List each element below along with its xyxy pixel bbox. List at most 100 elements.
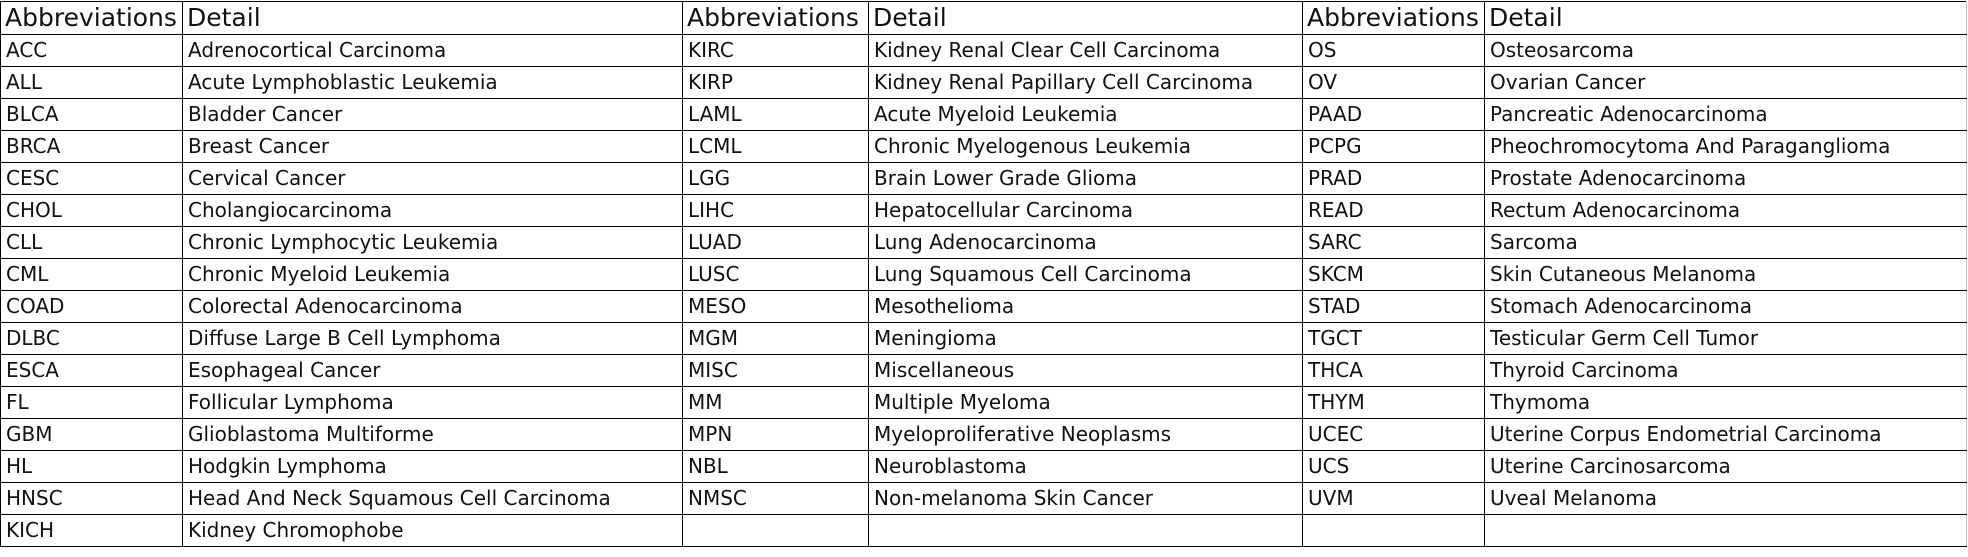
abbreviation-cell: THYM [1302, 386, 1485, 419]
abbreviation-cell: MGM [682, 322, 869, 355]
detail-cell: Rectum Adenocarcinoma [1484, 194, 1967, 227]
detail-cell: Hepatocellular Carcinoma [868, 194, 1303, 227]
abbreviation-cell: KICH [0, 514, 183, 547]
detail-cell: Breast Cancer [182, 130, 683, 163]
detail-cell: Esophageal Cancer [182, 354, 683, 387]
detail-cell: Cholangiocarcinoma [182, 194, 683, 227]
abbreviation-cell: NMSC [682, 482, 869, 515]
detail-cell: Myeloproliferative Neoplasms [868, 418, 1303, 451]
detail-cell: Acute Lymphoblastic Leukemia [182, 66, 683, 99]
detail-cell: Colorectal Adenocarcinoma [182, 290, 683, 323]
detail-cell: Follicular Lymphoma [182, 386, 683, 419]
detail-cell: Pheochromocytoma And Paraganglioma [1484, 130, 1967, 163]
abbreviation-cell: LIHC [682, 194, 869, 227]
column-header-detail: Detail [868, 1, 1303, 35]
detail-cell: Diffuse Large B Cell Lymphoma [182, 322, 683, 355]
abbreviation-cell: UVM [1302, 482, 1485, 515]
abbreviation-cell: ACC [0, 34, 183, 67]
detail-cell: Stomach Adenocarcinoma [1484, 290, 1967, 323]
column-header-abbreviations: Abbreviations [0, 1, 183, 35]
detail-cell: Kidney Renal Clear Cell Carcinoma [868, 34, 1303, 67]
column-header-detail: Detail [182, 1, 683, 35]
table-row: FL Follicular Lymphoma MM Multiple Myeloma T… [0, 386, 1967, 419]
detail-cell: Testicular Germ Cell Tumor [1484, 322, 1967, 355]
abbreviation-cell: THCA [1302, 354, 1485, 387]
detail-cell: Acute Myeloid Leukemia [868, 98, 1303, 131]
detail-cell: Non-melanoma Skin Cancer [868, 482, 1303, 515]
detail-cell: Thymoma [1484, 386, 1967, 419]
abbreviation-cell: CLL [0, 226, 183, 259]
detail-cell [1484, 514, 1967, 547]
table-row: BRCA Breast Cancer LCML Chronic Myelogenous… [0, 130, 1967, 163]
abbreviation-cell: OV [1302, 66, 1485, 99]
column-header-detail: Detail [1484, 1, 1967, 35]
table-row: CML Chronic Myeloid Leukemia LUSC Lung Squa… [0, 258, 1967, 291]
abbreviation-cell: MPN [682, 418, 869, 451]
detail-cell: Lung Squamous Cell Carcinoma [868, 258, 1303, 291]
detail-cell: Multiple Myeloma [868, 386, 1303, 419]
detail-cell [868, 514, 1303, 547]
abbreviation-cell: PRAD [1302, 162, 1485, 195]
detail-cell: Hodgkin Lymphoma [182, 450, 683, 483]
abbreviation-cell: PCPG [1302, 130, 1485, 163]
abbreviation-cell: OS [1302, 34, 1485, 67]
abbreviation-cell: CESC [0, 162, 183, 195]
abbreviation-cell: ESCA [0, 354, 183, 387]
abbreviation-cell: SARC [1302, 226, 1485, 259]
abbreviation-cell: CML [0, 258, 183, 291]
abbreviation-cell: HL [0, 450, 183, 483]
detail-cell: Ovarian Cancer [1484, 66, 1967, 99]
abbreviation-cell: NBL [682, 450, 869, 483]
abbreviation-cell: HNSC [0, 482, 183, 515]
abbreviation-cell: UCEC [1302, 418, 1485, 451]
detail-cell: Lung Adenocarcinoma [868, 226, 1303, 259]
detail-cell: Chronic Myeloid Leukemia [182, 258, 683, 291]
detail-cell: Osteosarcoma [1484, 34, 1967, 67]
detail-cell: Uterine Carcinosarcoma [1484, 450, 1967, 483]
abbreviation-cell: LGG [682, 162, 869, 195]
detail-cell: Skin Cutaneous Melanoma [1484, 258, 1967, 291]
detail-cell: Kidney Renal Papillary Cell Carcinoma [868, 66, 1303, 99]
table-row: ALL Acute Lymphoblastic Leukemia KIRP Kidne… [0, 66, 1967, 99]
detail-cell: Pancreatic Adenocarcinoma [1484, 98, 1967, 131]
abbreviation-cell: BRCA [0, 130, 183, 163]
detail-cell: Neuroblastoma [868, 450, 1303, 483]
abbreviation-cell [682, 514, 869, 547]
abbreviation-cell: UCS [1302, 450, 1485, 483]
table-row: CESC Cervical Cancer LGG Brain Lower Grade … [0, 162, 1967, 195]
table-row: KICH Kidney Chromophobe [0, 514, 1967, 547]
detail-cell: Adrenocortical Carcinoma [182, 34, 683, 67]
detail-cell: Chronic Lymphocytic Leukemia [182, 226, 683, 259]
detail-cell: Prostate Adenocarcinoma [1484, 162, 1967, 195]
abbreviation-cell: COAD [0, 290, 183, 323]
detail-cell: Uveal Melanoma [1484, 482, 1967, 515]
abbreviation-cell: READ [1302, 194, 1485, 227]
abbreviation-cell: MESO [682, 290, 869, 323]
abbreviation-cell: LUSC [682, 258, 869, 291]
detail-cell: Brain Lower Grade Glioma [868, 162, 1303, 195]
abbreviation-cell: STAD [1302, 290, 1485, 323]
abbreviation-cell: PAAD [1302, 98, 1485, 131]
abbreviation-cell: KIRC [682, 34, 869, 67]
table-row: GBM Glioblastoma Multiforme MPN Myeloprolif… [0, 418, 1967, 451]
column-header-abbreviations: Abbreviations [1302, 1, 1485, 35]
abbreviation-cell: LCML [682, 130, 869, 163]
table-body: ACC Adrenocortical Carcinoma KIRC Kidney Re… [0, 34, 1967, 547]
table-row: BLCA Bladder Cancer LAML Acute Myeloid Leuk… [0, 98, 1967, 131]
detail-cell: Miscellaneous [868, 354, 1303, 387]
abbreviation-cell: LAML [682, 98, 869, 131]
abbreviation-cell: GBM [0, 418, 183, 451]
table-row: ACC Adrenocortical Carcinoma KIRC Kidney Re… [0, 34, 1967, 67]
detail-cell: Thyroid Carcinoma [1484, 354, 1967, 387]
detail-cell: Meningioma [868, 322, 1303, 355]
abbreviation-cell: CHOL [0, 194, 183, 227]
abbreviation-cell: DLBC [0, 322, 183, 355]
table-row: COAD Colorectal Adenocarcinoma MESO Mesothe… [0, 290, 1967, 323]
abbreviation-cell: ALL [0, 66, 183, 99]
detail-cell: Sarcoma [1484, 226, 1967, 259]
table-row: CHOL Cholangiocarcinoma LIHC Hepatocellular… [0, 194, 1967, 227]
table-row: CLL Chronic Lymphocytic Leukemia LUAD Lung … [0, 226, 1967, 259]
detail-cell: Cervical Cancer [182, 162, 683, 195]
column-header-abbreviations: Abbreviations [682, 1, 869, 35]
